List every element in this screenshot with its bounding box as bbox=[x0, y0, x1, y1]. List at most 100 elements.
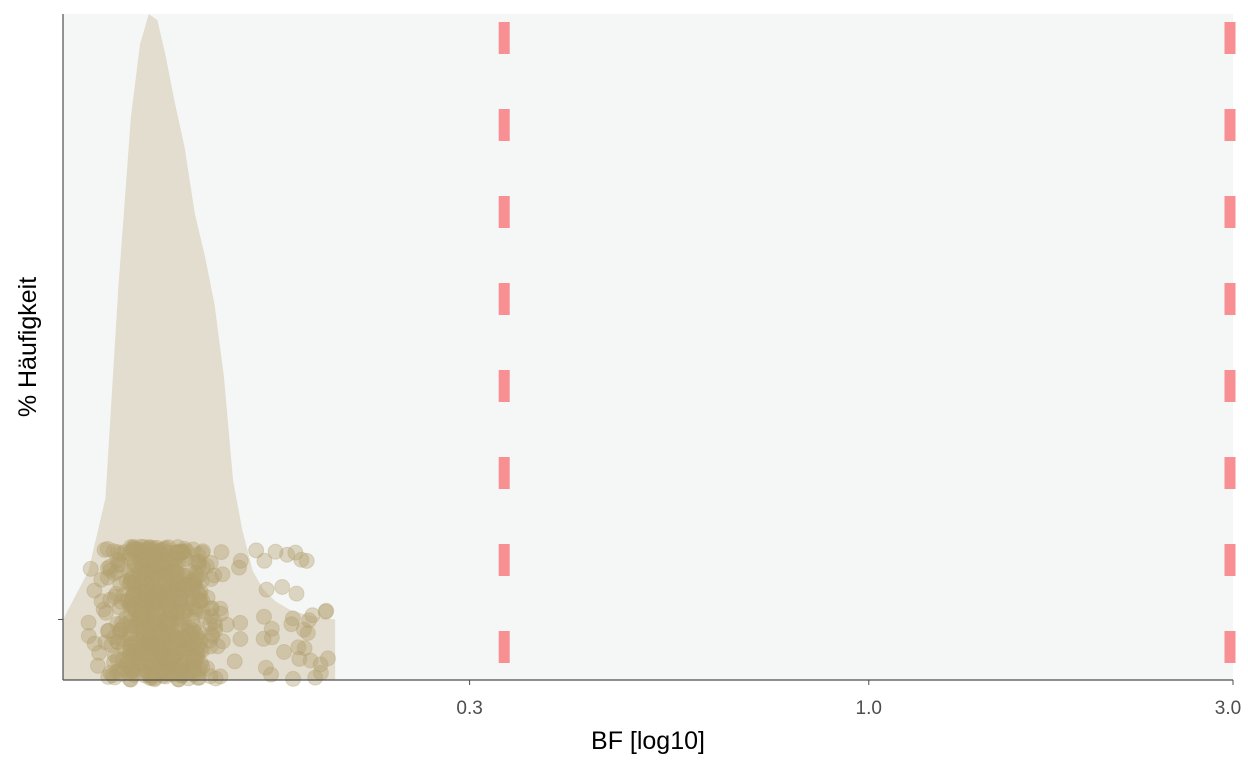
data-point bbox=[148, 557, 165, 574]
data-point bbox=[149, 601, 166, 618]
data-point bbox=[162, 566, 179, 583]
data-point bbox=[160, 622, 176, 639]
data-point bbox=[145, 596, 162, 613]
data-point bbox=[191, 567, 208, 583]
reference-lines bbox=[498, 22, 1236, 680]
data-point bbox=[192, 641, 209, 657]
data-point bbox=[132, 640, 149, 657]
data-point bbox=[163, 649, 179, 665]
data-point bbox=[106, 629, 123, 646]
data-point bbox=[144, 655, 161, 672]
data-point bbox=[137, 564, 154, 581]
data-point bbox=[194, 592, 211, 609]
data-point bbox=[127, 603, 144, 620]
data-point bbox=[143, 601, 160, 618]
data-point bbox=[125, 587, 142, 604]
data-point bbox=[169, 575, 186, 592]
data-point bbox=[100, 622, 117, 639]
data-point bbox=[181, 590, 198, 607]
data-point bbox=[318, 602, 335, 619]
data-point bbox=[141, 593, 158, 610]
data-point bbox=[151, 588, 168, 605]
data-point bbox=[120, 654, 137, 671]
data-point bbox=[146, 650, 163, 667]
data-point bbox=[134, 637, 151, 654]
data-point bbox=[214, 566, 231, 583]
data-point bbox=[113, 631, 130, 647]
data-point bbox=[126, 574, 143, 591]
data-point bbox=[146, 607, 163, 624]
data-point bbox=[103, 636, 120, 653]
data-point bbox=[190, 584, 207, 601]
data-point bbox=[155, 636, 172, 653]
data-point bbox=[141, 618, 158, 635]
data-point bbox=[122, 641, 139, 658]
data-point bbox=[144, 607, 161, 624]
data-point bbox=[177, 665, 194, 682]
data-point bbox=[138, 624, 155, 641]
data-point bbox=[148, 636, 165, 653]
data-point bbox=[105, 543, 122, 560]
data-point bbox=[111, 599, 128, 616]
data-point bbox=[159, 609, 176, 626]
data-point bbox=[147, 561, 164, 578]
data-point bbox=[167, 564, 184, 580]
x-ticks: 0.3 1.0 3.0 bbox=[456, 680, 1241, 719]
data-point bbox=[174, 567, 191, 584]
data-point bbox=[178, 581, 195, 598]
data-point bbox=[136, 636, 153, 652]
data-point bbox=[131, 602, 148, 618]
data-point bbox=[99, 560, 116, 577]
data-point bbox=[149, 585, 166, 602]
data-point bbox=[190, 557, 207, 574]
data-point bbox=[169, 632, 186, 649]
data-point bbox=[159, 627, 176, 644]
data-point bbox=[143, 636, 160, 653]
data-point bbox=[162, 550, 179, 566]
data-point bbox=[174, 543, 191, 560]
data-point bbox=[104, 667, 121, 684]
data-point bbox=[139, 579, 155, 596]
data-point bbox=[137, 588, 154, 605]
data-point bbox=[140, 615, 157, 632]
data-point bbox=[159, 652, 176, 669]
data-point bbox=[184, 655, 201, 672]
data-point bbox=[158, 650, 175, 667]
data-point bbox=[162, 634, 179, 650]
data-point bbox=[139, 572, 156, 589]
data-point bbox=[160, 551, 177, 567]
data-point bbox=[86, 635, 103, 652]
data-point bbox=[126, 642, 142, 659]
data-point bbox=[162, 665, 179, 682]
data-point bbox=[124, 635, 141, 652]
data-point bbox=[125, 591, 141, 608]
data-point bbox=[175, 577, 192, 594]
data-point bbox=[144, 563, 161, 580]
data-point bbox=[137, 564, 154, 580]
data-point bbox=[155, 576, 172, 593]
data-point bbox=[201, 632, 218, 649]
data-point bbox=[153, 639, 170, 656]
data-point bbox=[144, 564, 160, 581]
data-point bbox=[164, 572, 181, 589]
data-point bbox=[152, 627, 169, 644]
data-point bbox=[180, 629, 197, 645]
data-point bbox=[126, 666, 143, 683]
data-point bbox=[126, 556, 143, 573]
data-point bbox=[113, 556, 130, 573]
data-point bbox=[131, 611, 148, 628]
data-point bbox=[194, 603, 211, 620]
data-point bbox=[149, 582, 166, 599]
data-point bbox=[213, 605, 229, 622]
data-point bbox=[140, 541, 157, 558]
data-point bbox=[141, 615, 157, 632]
data-point bbox=[178, 602, 195, 619]
data-point bbox=[165, 562, 182, 579]
data-point bbox=[158, 591, 175, 608]
data-point bbox=[132, 566, 149, 583]
data-point bbox=[155, 646, 171, 662]
data-point bbox=[143, 646, 160, 663]
data-point bbox=[199, 660, 216, 677]
data-point bbox=[158, 592, 175, 608]
data-point bbox=[152, 546, 169, 563]
